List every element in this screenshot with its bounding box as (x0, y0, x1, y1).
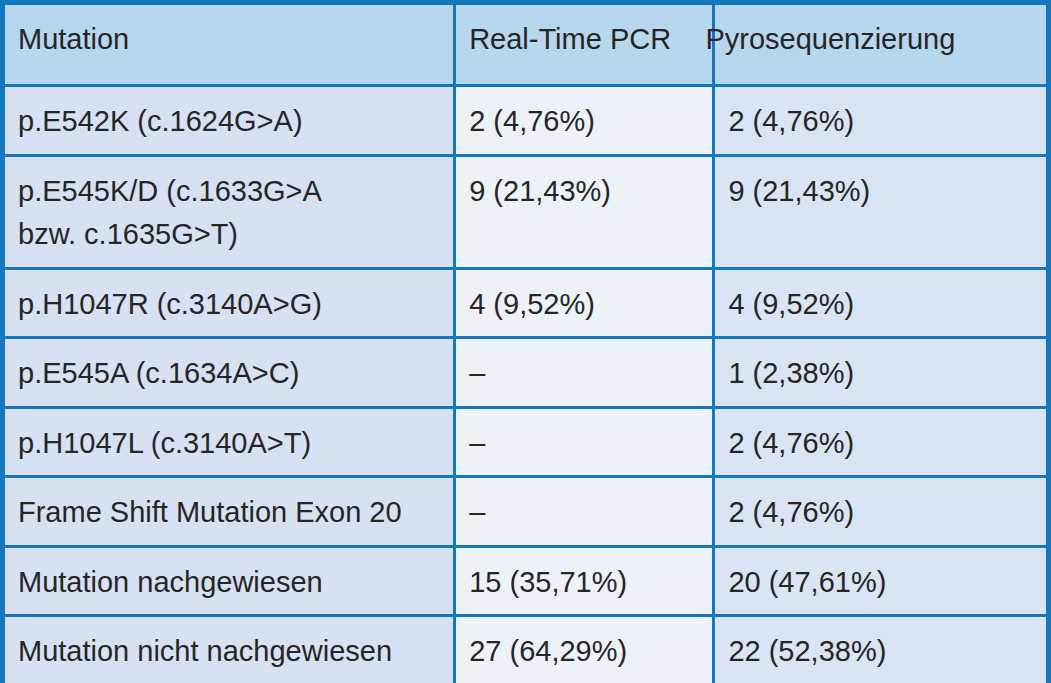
realtime-pcr-cell: – (455, 407, 714, 477)
header-cell-mutation: Mutation (3, 3, 455, 86)
pyrosequencing-cell: 9 (21,43%) (714, 155, 1049, 268)
table-row: p.H1047L (c.3140A>T) – 2 (4,76%) (3, 407, 1049, 477)
table-row: p.E542K (c.1624G>A) 2 (4,76%) 2 (4,76%) (3, 86, 1049, 156)
mutation-cell: p.E545A (c.1634A>C) (3, 338, 455, 408)
realtime-pcr-cell: 15 (35,71%) (455, 546, 714, 616)
pyrosequencing-cell: 20 (47,61%) (714, 546, 1049, 616)
mutation-cell: Mutation nicht nachgewiesen (3, 616, 455, 683)
pyrosequencing-cell: 4 (9,52%) (714, 268, 1049, 338)
mutation-cell: p.H1047R (c.3140A>G) (3, 268, 455, 338)
table-row: p.H1047R (c.3140A>G) 4 (9,52%) 4 (9,52%) (3, 268, 1049, 338)
table-row: Frame Shift Mutation Exon 20 – 2 (4,76%) (3, 477, 1049, 547)
realtime-pcr-cell: – (455, 338, 714, 408)
table-row: p.E545A (c.1634A>C) – 1 (2,38%) (3, 338, 1049, 408)
pyrosequencing-cell: 2 (4,76%) (714, 477, 1049, 547)
mutation-comparison-table-container: Mutation Real-Time PCR Pyrosequenzierung… (0, 0, 1051, 683)
mutation-cell: Mutation nachgewiesen (3, 546, 455, 616)
table-row: Mutation nicht nachgewiesen 27 (64,29%) … (3, 616, 1049, 683)
pyrosequencing-cell: 1 (2,38%) (714, 338, 1049, 408)
realtime-pcr-cell: 9 (21,43%) (455, 155, 714, 268)
pyrosequencing-cell: 2 (4,76%) (714, 86, 1049, 156)
mutation-cell: p.E542K (c.1624G>A) (3, 86, 455, 156)
pyrosequencing-cell: 2 (4,76%) (714, 407, 1049, 477)
realtime-pcr-cell: 27 (64,29%) (455, 616, 714, 683)
realtime-pcr-cell: – (455, 477, 714, 547)
table-row: Mutation nachgewiesen 15 (35,71%) 20 (47… (3, 546, 1049, 616)
mutation-cell: Frame Shift Mutation Exon 20 (3, 477, 455, 547)
mutation-comparison-table: Mutation Real-Time PCR Pyrosequenzierung… (0, 0, 1051, 683)
header-cell-realtime-pcr: Real-Time PCR (455, 3, 714, 86)
mutation-cell: p.E545K/D (c.1633G>A bzw. c.1635G>T) (3, 155, 455, 268)
table-header-row: Mutation Real-Time PCR Pyrosequenzierung (3, 3, 1049, 86)
pyrosequencing-cell: 22 (52,38%) (714, 616, 1049, 683)
header-label-pyrosequencing: Pyrosequenzierung (705, 18, 955, 62)
realtime-pcr-cell: 2 (4,76%) (455, 86, 714, 156)
realtime-pcr-cell: 4 (9,52%) (455, 268, 714, 338)
mutation-cell: p.H1047L (c.3140A>T) (3, 407, 455, 477)
table-row: p.E545K/D (c.1633G>A bzw. c.1635G>T) 9 (… (3, 155, 1049, 268)
header-cell-pyrosequencing: Pyrosequenzierung (714, 3, 1049, 86)
